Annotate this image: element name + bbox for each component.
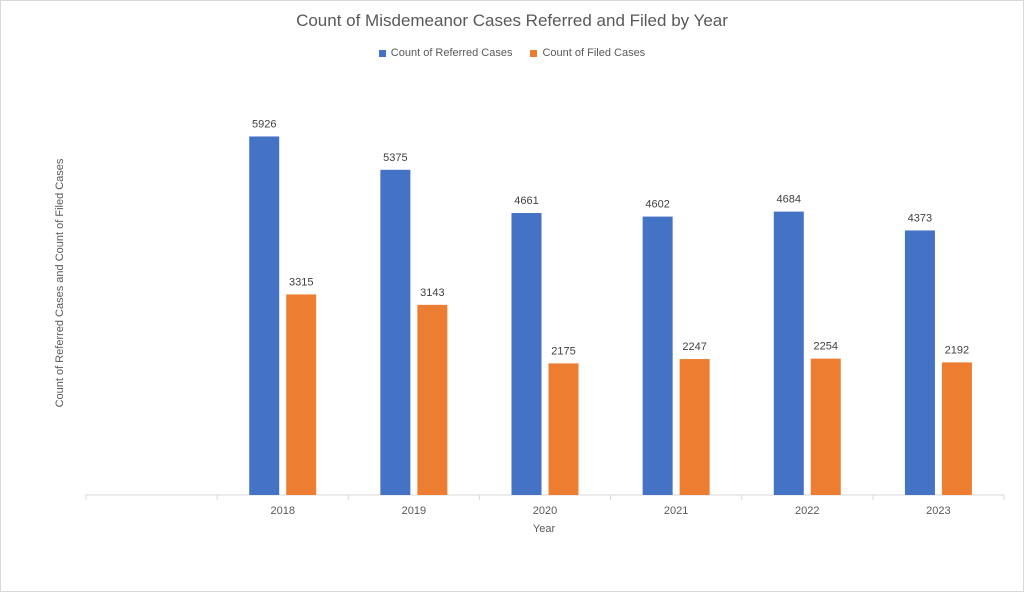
- bar-filed: [286, 294, 317, 495]
- bar-filed: [941, 362, 972, 495]
- x-tick-label: 2022: [795, 505, 819, 517]
- bar-referred: [249, 136, 280, 496]
- data-label-filed: 2254: [814, 341, 838, 353]
- data-label-filed: 2247: [682, 341, 706, 353]
- chart-title: Count of Misdemeanor Cases Referred and …: [296, 11, 728, 30]
- x-tick-label: 2018: [270, 505, 294, 517]
- x-tick-label: 2023: [926, 505, 950, 517]
- bar-referred: [380, 169, 411, 495]
- legend-item-referred: Count of Referred Cases: [378, 47, 513, 59]
- data-label-filed: 2192: [945, 344, 969, 356]
- data-label-referred: 4661: [514, 195, 538, 207]
- legend-label-filed: Count of Filed Cases: [542, 47, 646, 59]
- data-label-referred: 4373: [908, 212, 932, 224]
- data-label-referred: 4684: [777, 194, 801, 206]
- data-label-referred: 4602: [645, 199, 669, 211]
- bar-filed: [810, 358, 841, 495]
- legend-item-filed: Count of Filed Cases: [530, 47, 645, 59]
- x-tick-label: 2019: [402, 505, 426, 517]
- bar-referred: [904, 230, 935, 495]
- bar-filed: [548, 363, 579, 495]
- x-tick-label: 2021: [664, 505, 688, 517]
- legend-swatch-filed: [530, 49, 538, 57]
- legend-label-referred: Count of Referred Cases: [390, 47, 513, 59]
- bar-filed: [679, 359, 710, 495]
- bar-referred: [773, 211, 804, 496]
- data-label-referred: 5375: [383, 152, 407, 164]
- x-tick-label: 2020: [533, 505, 557, 517]
- data-label-filed: 2175: [551, 345, 575, 357]
- legend-swatch-referred: [378, 49, 386, 57]
- data-label-referred: 5926: [252, 118, 276, 130]
- legend: Count of Referred Cases Count of Filed C…: [0, 47, 1024, 59]
- bar-filed: [417, 304, 448, 495]
- bar-referred: [511, 213, 542, 495]
- x-axis-title: Year: [532, 523, 556, 535]
- data-label-filed: 3143: [420, 287, 444, 299]
- data-label-filed: 3315: [289, 276, 313, 288]
- bar-referred: [642, 216, 673, 496]
